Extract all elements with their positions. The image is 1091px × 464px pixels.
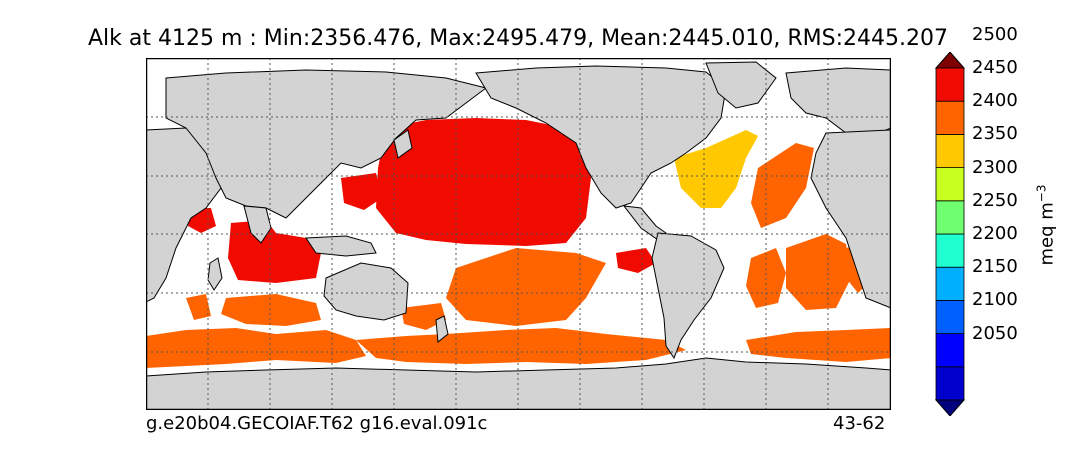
colorbar-bin [935, 333, 965, 368]
colorbar-bin [935, 134, 965, 169]
colorbar-bin [935, 299, 965, 334]
colorbar-bin [935, 100, 965, 135]
land-madagascar [207, 257, 223, 291]
colorbar-bin [935, 266, 965, 301]
land-japan [393, 129, 413, 159]
colorbar-tick-label: 2450 [972, 57, 1018, 78]
land-eurasia [165, 69, 488, 219]
colorbar-extend-min [934, 399, 966, 416]
colorbar-bin [935, 366, 965, 401]
case-name: g.e20b04.GECOIAF.T62 g16.eval.091c [146, 413, 488, 434]
colorbar-tick-label: 2250 [972, 189, 1018, 211]
land-africa-west [810, 129, 891, 309]
land-greenland [705, 61, 777, 109]
field-sw-pacific [446, 248, 606, 326]
colorbar-tick-label: 2100 [972, 289, 1018, 311]
field-southern-ocean-atlantic [746, 328, 891, 362]
colorbar-tick-label: 2350 [972, 123, 1018, 145]
map-title: Alk at 4125 m : Min:2356.476, Max:2495.4… [88, 26, 948, 51]
land-north-america [475, 65, 727, 209]
colorbar-tick-label: 2050 [972, 322, 1018, 344]
field-north-pacific-west [341, 173, 382, 210]
colorbar-label-text: meq m [1036, 202, 1058, 266]
global-map [146, 58, 891, 410]
map-frame [146, 58, 891, 410]
land-south-america [651, 232, 725, 360]
colorbar-label-exponent: −3 [1034, 184, 1049, 203]
colorbar-bin [935, 233, 965, 268]
colorbar-bin [935, 167, 965, 202]
graticule [146, 58, 891, 410]
colorbar-tick-label: 2200 [972, 223, 1018, 244]
land-india [243, 205, 272, 244]
colorbar-bin [935, 200, 965, 235]
land-australia [323, 262, 409, 321]
colorbar-bin [935, 67, 965, 102]
colorbar [934, 52, 966, 416]
field-madagascar [186, 294, 211, 320]
land-indonesia [305, 235, 377, 257]
land-central-america [622, 205, 667, 241]
field-north-atlantic-east [751, 143, 814, 228]
field-east-pacific [616, 248, 656, 273]
colorbar-tick-label: 2500 [972, 23, 1018, 45]
field-south-indian [221, 294, 321, 326]
field-indian-ocean [228, 220, 321, 283]
field-south-atlantic-east [786, 234, 851, 310]
year-range: 43-62 [833, 413, 886, 434]
colorbar-tick-label: 2150 [972, 256, 1018, 278]
colorbar-label: meq m−3 [1035, 185, 1058, 266]
colorbar-tick-label: 2300 [972, 156, 1018, 178]
colorbar-extend-max [934, 52, 966, 69]
field-north-pacific [376, 118, 591, 246]
colorbar-tick-label: 2400 [972, 90, 1018, 112]
field-north-atlantic-yellow [674, 130, 758, 208]
land-new-zealand [435, 315, 449, 343]
field-tasman [401, 303, 446, 330]
field-southern-ocean-indian [146, 328, 366, 368]
